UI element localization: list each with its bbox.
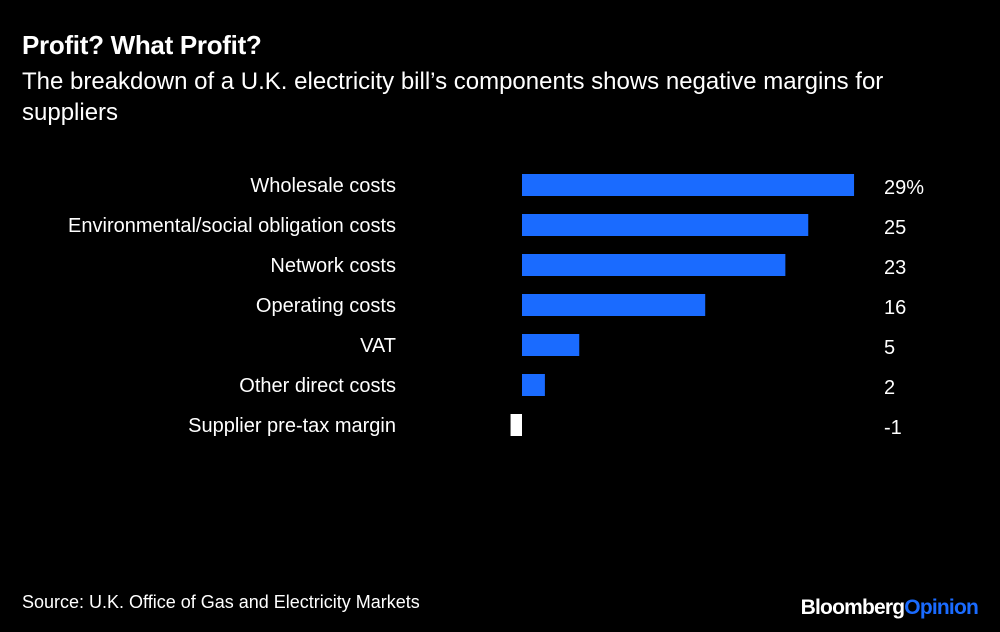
bar-supplier-pre-tax-margin xyxy=(510,414,522,436)
value-label-operating-costs: 16 xyxy=(884,297,906,319)
value-label-supplier-pre-tax-margin: -1 xyxy=(884,417,902,439)
chart-subtitle: The breakdown of a U.K. electricity bill… xyxy=(22,68,884,126)
category-label-other-direct-costs: Other direct costs xyxy=(239,375,396,397)
bar-operating-costs xyxy=(522,294,706,316)
bar-other-direct-costs xyxy=(522,374,545,396)
category-label-supplier-pre-tax-margin: Supplier pre-tax margin xyxy=(188,415,396,437)
chart-title: Profit? What Profit? xyxy=(22,30,262,60)
bar-vat xyxy=(522,334,580,356)
brand-logo-opinion: Opinion xyxy=(904,596,979,619)
source-note: Source: U.K. Office of Gas and Electrici… xyxy=(22,592,420,612)
category-label-network-costs: Network costs xyxy=(270,255,396,277)
value-label-other-direct-costs: 2 xyxy=(884,377,895,399)
category-label-vat: VAT xyxy=(360,335,396,357)
bar-chart: Wholesale costs 29% Environmental/social o… xyxy=(68,174,924,439)
value-label-wholesale-costs: 29% xyxy=(884,177,924,199)
category-label-operating-costs: Operating costs xyxy=(256,295,396,317)
bar-network-costs xyxy=(522,254,786,276)
value-label-network-costs: 23 xyxy=(884,257,906,279)
value-label-vat: 5 xyxy=(884,337,895,359)
brand-logo-bloomberg: Bloomberg xyxy=(800,596,905,619)
bar-wholesale-costs xyxy=(522,174,855,196)
category-label-environmental-social-obligation-costs: Environmental/social obligation costs xyxy=(68,215,396,237)
bar-environmental-social-obligation-costs xyxy=(522,214,809,236)
value-label-environmental-social-obligation-costs: 25 xyxy=(884,217,906,239)
category-label-wholesale-costs: Wholesale costs xyxy=(250,175,396,197)
brand-logo: BloombergOpinion xyxy=(800,596,979,620)
